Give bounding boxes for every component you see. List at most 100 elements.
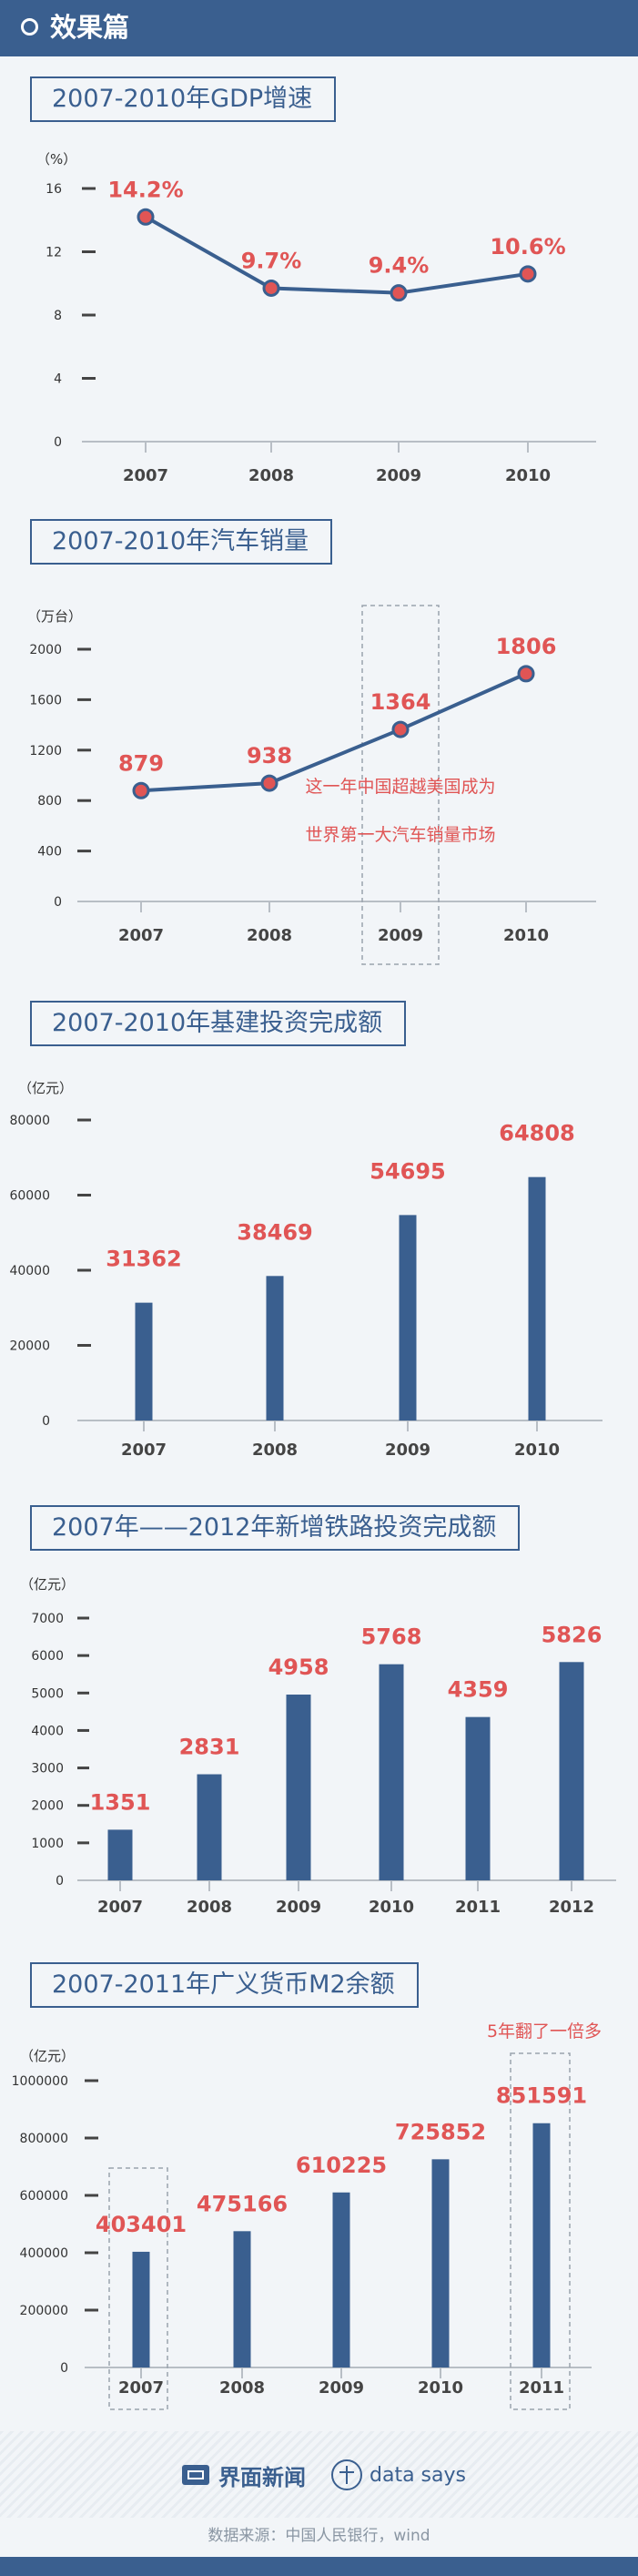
y-tick-label: 0 [54, 895, 62, 910]
y-tick-label: 600000 [20, 2189, 68, 2204]
data-label: 725852 [395, 2119, 486, 2144]
data-label: 64808 [499, 1121, 575, 1146]
data-label: 5768 [361, 1624, 422, 1650]
y-tick-label: 400 [37, 845, 62, 860]
x-tick-label: 2008 [219, 2378, 265, 2398]
highlight-box [510, 2052, 571, 2410]
y-tick-label: 80000 [9, 1114, 50, 1128]
jiemian-logo-icon [182, 2465, 209, 2485]
y-tick-label: 0 [42, 1414, 50, 1429]
data-point [517, 665, 535, 683]
x-tick-label: 2007 [118, 926, 164, 945]
bar [135, 1302, 153, 1420]
series-line [145, 215, 529, 295]
x-tick-label: 2008 [187, 1898, 232, 1917]
section-title-m2: 2007-2011年广义货币M2余额 [30, 1962, 419, 2008]
y-tick-label: 60000 [9, 1189, 50, 1204]
page-title: 效果篇 [50, 12, 130, 43]
x-tick-label: 2007 [97, 1898, 143, 1917]
bar [465, 1716, 491, 1880]
y-tick-label: 20000 [9, 1339, 50, 1354]
y-tick-label: 200000 [20, 2304, 68, 2318]
data-label: 5826 [542, 1622, 603, 1647]
x-tick-label: 2008 [248, 466, 294, 485]
series-line [140, 672, 527, 793]
y-tick-label: 8 [54, 309, 62, 323]
data-label: 14.2% [107, 177, 183, 202]
y-tick-label: 0 [60, 2361, 68, 2376]
section-title-infrastructure: 2007-2010年基建投资完成额 [30, 1001, 407, 1046]
y-tick-label: 2000 [31, 1799, 64, 1814]
data-label: 1364 [370, 689, 431, 715]
chart-infrastructure: （亿元） 0 20000 40000 60000 80000 2007 2008 2009 201… [9, 1080, 603, 1460]
data-label: 1806 [496, 634, 557, 659]
data-label: 610225 [296, 2153, 387, 2178]
y-axis-unit: （亿元） [20, 1576, 75, 1593]
x-tick-label: 2009 [319, 2378, 364, 2398]
y-tick-label: 3000 [31, 1762, 64, 1777]
data-label: 851591 [496, 2083, 587, 2109]
bottom-bar [0, 2557, 638, 2576]
brand-jiemian: 界面新闻 [218, 2464, 306, 2490]
chart-railway: （亿元） 0 1000 2000 3000 4000 5000 6000 7000 2007 200… [20, 1576, 616, 1917]
datasays-logo-icon [331, 2459, 362, 2490]
x-tick-label: 2010 [503, 926, 549, 945]
bar [431, 2159, 450, 2367]
y-axis-unit: （亿元） [20, 2048, 75, 2064]
y-tick-label: 16 [46, 182, 62, 197]
bar [266, 1276, 284, 1420]
y-tick-label: 1000 [31, 1837, 64, 1851]
y-tick-label: 4 [54, 372, 62, 387]
footer-pattern [0, 2431, 638, 2518]
data-point [519, 265, 537, 283]
x-tick-label: 2012 [549, 1898, 594, 1917]
highlight-box [361, 605, 440, 965]
chart-car-sales: （万台） 0 400 800 1200 1600 2000 2007 2008 2009 2010 8… [27, 605, 596, 965]
bar [233, 2231, 251, 2367]
x-tick-label: 2009 [376, 466, 421, 485]
data-point [262, 279, 280, 297]
section-title-railway: 2007年——2012年新增铁路投资完成额 [30, 1505, 521, 1551]
bar [107, 1829, 133, 1880]
bar [197, 1774, 222, 1880]
x-tick-label: 2008 [252, 1441, 298, 1460]
x-tick-label: 2010 [418, 2378, 463, 2398]
y-tick-label: 1200 [29, 744, 62, 759]
x-tick-label: 2009 [276, 1898, 321, 1917]
y-tick-label: 1000000 [12, 2074, 68, 2089]
data-label: 4359 [448, 1677, 509, 1703]
data-label: 879 [118, 750, 164, 776]
header-bar: 效果篇 [0, 0, 638, 56]
data-point [137, 208, 155, 226]
annotation-text: 5年翻了一倍多 [487, 2021, 602, 2041]
y-tick-label: 4000 [31, 1724, 64, 1738]
y-tick-label: 800000 [20, 2132, 68, 2146]
x-tick-label: 2010 [514, 1441, 560, 1460]
data-label: 2831 [179, 1735, 240, 1760]
chart-gdp-growth: （%） 0 4 8 12 16 2007 2008 2009 2010 14.2% 9.7% 9.4% 1… [36, 151, 596, 485]
x-tick-label: 2011 [455, 1898, 501, 1917]
section-title-gdp: 2007-2010年GDP增速 [30, 76, 337, 122]
data-label: 4958 [268, 1655, 329, 1680]
data-label: 403401 [96, 2212, 187, 2237]
y-tick-label: 1600 [29, 693, 62, 708]
y-tick-label: 6000 [31, 1649, 64, 1664]
data-label: 9.4% [369, 253, 430, 279]
bar [532, 2123, 551, 2367]
y-axis-unit: （%） [36, 151, 76, 168]
annotation-text: 世界第一大汽车销量市场 [305, 825, 495, 845]
y-tick-label: 5000 [31, 1686, 64, 1701]
data-label: 38469 [237, 1219, 313, 1245]
data-point [390, 284, 408, 302]
x-tick-label: 2010 [505, 466, 551, 485]
y-tick-label: 0 [54, 435, 62, 450]
bar [528, 1176, 546, 1420]
section-title-car-sales: 2007-2010年汽车销量 [30, 519, 333, 565]
y-axis-unit: （亿元） [18, 1080, 73, 1096]
data-label: 10.6% [490, 234, 565, 260]
data-label: 1351 [90, 1789, 151, 1815]
y-tick-label: 800 [37, 794, 62, 809]
bar [379, 1664, 404, 1880]
data-label: 54695 [370, 1158, 446, 1184]
data-label: 9.7% [241, 248, 302, 273]
